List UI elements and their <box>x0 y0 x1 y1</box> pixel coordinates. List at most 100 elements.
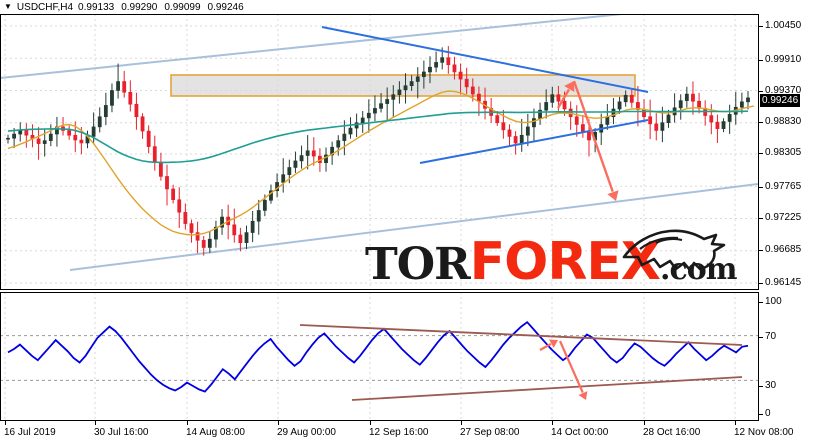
candle-body <box>636 102 640 110</box>
candle-body <box>464 78 469 88</box>
date-tick-mark <box>735 421 736 425</box>
date-tick-label: 28 Oct 16:00 <box>643 427 701 438</box>
date-tick-mark <box>5 421 6 425</box>
forecast-arrow-up <box>556 88 570 109</box>
forecast-arrow-down-head <box>607 190 619 201</box>
descending-trend-line[interactable] <box>321 26 649 93</box>
date-tick-label: 14 Oct 00:00 <box>551 427 609 438</box>
candle-body <box>739 101 744 108</box>
candle-body <box>12 133 17 139</box>
date-tick-label: 27 Sep 08:00 <box>460 427 520 438</box>
forecast-arrow-up-head <box>564 81 575 92</box>
price-tick-mark <box>759 122 763 123</box>
collapse-caret-icon[interactable]: ▼ <box>4 2 12 11</box>
price-tick-label: 0.96145 <box>765 277 802 288</box>
candle-body <box>183 211 188 224</box>
rsi-upper-channel[interactable] <box>299 324 743 346</box>
candle-body <box>648 116 653 125</box>
candle-body <box>373 108 377 114</box>
rsi-tick-label: 0 <box>765 408 771 419</box>
rsi-forecast-arrow-down-head <box>578 391 588 400</box>
quote-open: 0.99133 <box>78 1 115 13</box>
date-tick-mark <box>644 421 645 425</box>
candle-body <box>532 118 536 128</box>
candle-body <box>6 137 10 140</box>
candle-body <box>721 121 726 129</box>
price-tick-label: 1.00450 <box>765 20 802 31</box>
bull-logo-icon <box>622 229 726 272</box>
candle-body <box>195 232 200 241</box>
ascending-trend-line[interactable] <box>419 119 649 164</box>
candle-body <box>122 81 127 93</box>
lower-channel-line <box>69 183 758 271</box>
candle-body <box>715 121 720 129</box>
candle-body <box>434 62 438 68</box>
last-price-badge: 0.99246 <box>760 94 801 107</box>
candle-body <box>458 71 463 80</box>
price-tick-mark <box>759 283 763 284</box>
candle-body <box>36 138 41 144</box>
date-tick-label: 16 Jul 2019 <box>4 427 56 438</box>
candle-body <box>79 139 84 144</box>
candle-body <box>299 155 304 162</box>
candle-body <box>709 115 714 123</box>
candle-body <box>116 81 120 91</box>
rsi-lower-channel[interactable] <box>351 376 743 401</box>
rsi-tick-label: 30 <box>765 380 777 391</box>
price-tick-label: 0.97765 <box>765 181 802 192</box>
candle-body <box>617 101 622 110</box>
date-tick-mark <box>187 421 188 425</box>
candle-body <box>177 199 182 213</box>
candle-body <box>550 94 555 103</box>
quote-close: 0.99246 <box>207 1 244 13</box>
price-chart-panel[interactable] <box>0 14 758 289</box>
candle-body <box>452 64 457 73</box>
candle-body <box>238 234 243 244</box>
candle-body <box>415 76 420 82</box>
quote-low: 0.99099 <box>164 1 201 13</box>
candle-body <box>574 116 579 125</box>
price-tick-label: 0.99370 <box>765 85 802 96</box>
candle-body <box>48 133 53 141</box>
candle-body <box>660 122 665 131</box>
candle-body <box>691 93 695 102</box>
price-tick-mark <box>759 187 763 188</box>
candle-body <box>281 174 286 183</box>
candle-body <box>336 140 341 148</box>
candle-body <box>746 97 750 103</box>
rsi-tick-mark <box>759 386 763 387</box>
candle-body <box>684 93 689 101</box>
candle-body <box>97 116 102 128</box>
candle-body <box>507 129 512 137</box>
candle-body <box>207 238 212 248</box>
date-tick-mark <box>370 421 371 425</box>
ma-slow-line <box>7 110 749 164</box>
date-tick-label: 12 Sep 16:00 <box>369 427 429 438</box>
candle-body <box>220 216 224 228</box>
rsi-tick-label: 70 <box>765 331 777 342</box>
candle-body <box>513 136 518 144</box>
candle-body <box>587 131 591 141</box>
candle-body <box>269 190 273 201</box>
forecast-arrow-down <box>572 80 614 193</box>
candle-body <box>287 167 292 175</box>
ohlc-quotes: 0.99133 0.99290 0.99099 0.99246 <box>78 2 244 13</box>
candle-body <box>165 176 169 190</box>
candle-body <box>201 240 206 248</box>
candle-body <box>629 94 634 103</box>
candle-body <box>403 85 408 91</box>
candle-body <box>348 127 353 135</box>
candle-body <box>110 90 114 106</box>
candle-body <box>232 224 237 236</box>
supply-zone-rectangle[interactable] <box>170 74 636 97</box>
price-tick-mark <box>759 26 763 27</box>
candle-body <box>354 122 359 129</box>
candle-body <box>73 134 78 141</box>
price-tick-mark <box>759 153 763 154</box>
candle-body <box>189 223 194 233</box>
candle-body <box>305 150 310 156</box>
candle-body <box>330 146 335 156</box>
quote-high: 0.99290 <box>121 1 158 13</box>
rsi-chart-panel[interactable] <box>0 292 758 420</box>
candle-body <box>391 94 396 100</box>
